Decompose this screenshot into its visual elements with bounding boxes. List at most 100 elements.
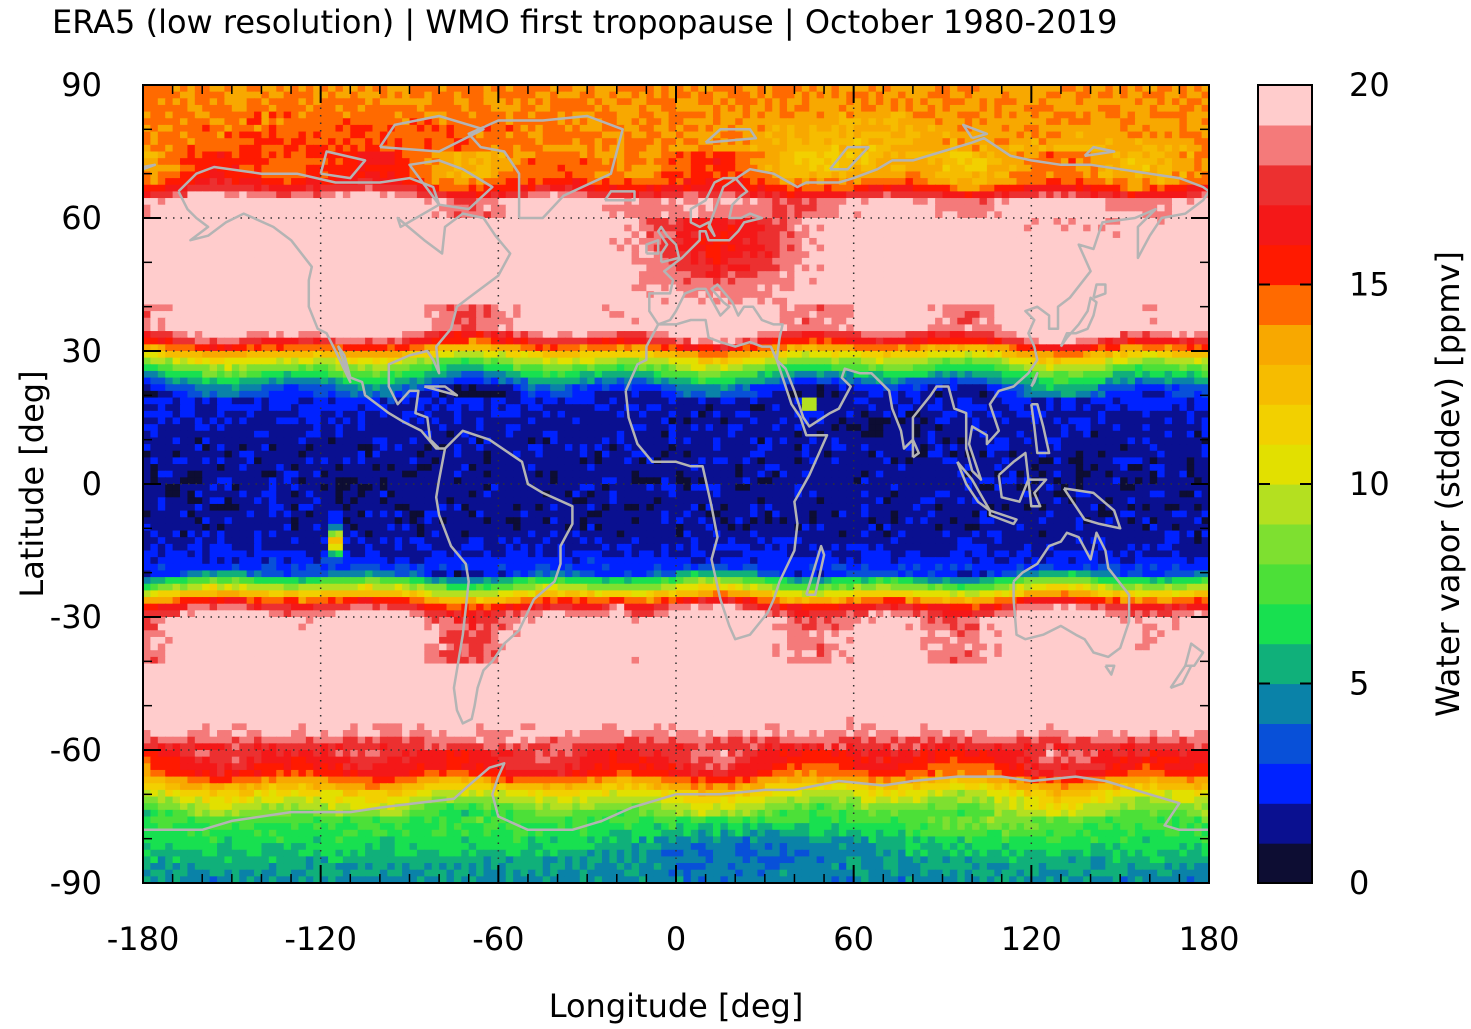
heatmap-cell bbox=[1075, 237, 1084, 246]
heatmap-cell bbox=[846, 118, 855, 126]
heatmap-cell bbox=[402, 277, 411, 286]
heatmap-cell bbox=[439, 98, 448, 106]
heatmap-cell bbox=[505, 257, 514, 266]
heatmap-cell bbox=[1001, 271, 1010, 279]
heatmap-cell bbox=[224, 138, 233, 146]
heatmap-cell bbox=[1201, 118, 1209, 126]
heatmap-cell bbox=[194, 284, 203, 292]
heatmap-cell bbox=[550, 111, 559, 119]
heatmap-cell bbox=[394, 271, 403, 279]
heatmap-cell bbox=[231, 297, 240, 306]
heatmap-cell bbox=[394, 91, 403, 99]
heatmap-cell bbox=[809, 191, 818, 199]
heatmap-cell bbox=[890, 231, 899, 239]
heatmap-cell bbox=[1075, 204, 1084, 213]
heatmap-cell bbox=[180, 144, 189, 153]
heatmap-cell bbox=[868, 231, 877, 239]
heatmap-cell bbox=[513, 297, 522, 306]
heatmap-cell bbox=[342, 304, 351, 312]
heatmap-cell bbox=[994, 111, 1003, 119]
heatmap-cell bbox=[927, 211, 936, 219]
heatmap-cell bbox=[875, 297, 884, 306]
heatmap-cell bbox=[912, 291, 921, 299]
heatmap-cell bbox=[794, 304, 803, 312]
heatmap-cell bbox=[601, 124, 611, 133]
heatmap-cell bbox=[402, 164, 411, 173]
heatmap-cell bbox=[224, 158, 233, 166]
heatmap-cell bbox=[291, 124, 300, 133]
heatmap-cell bbox=[772, 138, 781, 146]
heatmap-cell bbox=[683, 218, 692, 226]
heatmap-cell bbox=[461, 104, 470, 113]
heatmap-cell bbox=[1171, 244, 1181, 252]
heatmap-cell bbox=[624, 104, 633, 113]
heatmap-cell bbox=[1201, 171, 1209, 179]
heatmap-cell bbox=[513, 184, 522, 193]
heatmap-cell bbox=[557, 244, 566, 252]
heatmap-cell bbox=[720, 178, 729, 186]
heatmap-cell bbox=[986, 257, 996, 266]
heatmap-cell bbox=[217, 171, 226, 179]
heatmap-cell bbox=[1112, 251, 1121, 259]
heatmap-cell bbox=[187, 277, 196, 286]
heatmap-cell bbox=[1171, 251, 1181, 259]
heatmap-cell bbox=[424, 237, 433, 246]
heatmap-cell bbox=[246, 184, 255, 193]
heatmap-cell bbox=[550, 264, 559, 272]
heatmap-cell bbox=[979, 158, 988, 166]
heatmap-cell bbox=[557, 158, 566, 166]
heatmap-cell bbox=[342, 257, 351, 266]
heatmap-cell bbox=[513, 244, 522, 252]
heatmap-cell bbox=[1194, 264, 1203, 272]
heatmap-cell bbox=[461, 91, 470, 99]
heatmap-cell bbox=[994, 244, 1003, 252]
heatmap-cell bbox=[357, 231, 366, 239]
heatmap-cell bbox=[646, 131, 655, 139]
heatmap-cell bbox=[705, 251, 714, 259]
heatmap-cell bbox=[653, 211, 662, 219]
heatmap-cell bbox=[801, 158, 810, 166]
heatmap-cell bbox=[1112, 98, 1121, 106]
heatmap-cell bbox=[1068, 211, 1077, 219]
heatmap-cell bbox=[727, 111, 736, 119]
heatmap-cell bbox=[239, 104, 248, 113]
heatmap-cell bbox=[764, 151, 773, 159]
heatmap-cell bbox=[720, 85, 729, 93]
heatmap-cell bbox=[143, 104, 152, 113]
heatmap-cell bbox=[394, 224, 403, 232]
heatmap-cell bbox=[705, 118, 714, 126]
heatmap-cell bbox=[202, 124, 211, 133]
heatmap-cell bbox=[283, 85, 292, 93]
heatmap-cell bbox=[1097, 251, 1107, 259]
heatmap-cell bbox=[846, 251, 855, 259]
heatmap-cell bbox=[831, 211, 840, 219]
heatmap-cell bbox=[513, 144, 522, 153]
heatmap-cell bbox=[1179, 218, 1188, 226]
heatmap-cell bbox=[683, 237, 692, 246]
heatmap-cell bbox=[868, 111, 877, 119]
heatmap-cell bbox=[986, 297, 996, 306]
heatmap-cell bbox=[683, 111, 692, 119]
heatmap-cell bbox=[357, 104, 366, 113]
heatmap-cell bbox=[387, 118, 396, 126]
heatmap-cell bbox=[979, 104, 988, 113]
heatmap-cell bbox=[883, 191, 892, 199]
heatmap-cell bbox=[535, 98, 544, 106]
heatmap-cell bbox=[1001, 251, 1010, 259]
heatmap-cell bbox=[883, 244, 892, 252]
heatmap-cell bbox=[1134, 151, 1144, 159]
heatmap-cell bbox=[143, 85, 152, 93]
heatmap-cell bbox=[439, 284, 448, 292]
heatmap-cell bbox=[527, 131, 537, 139]
heatmap-cell bbox=[942, 244, 951, 252]
heatmap-cell bbox=[1149, 111, 1158, 119]
heatmap-cell bbox=[1105, 271, 1114, 279]
heatmap-cell bbox=[853, 277, 862, 286]
heatmap-cell bbox=[594, 244, 603, 252]
heatmap-cell bbox=[1031, 284, 1040, 292]
heatmap-cell bbox=[476, 144, 485, 153]
heatmap-cell bbox=[624, 184, 633, 193]
heatmap-cell bbox=[446, 311, 455, 319]
heatmap-cell bbox=[424, 164, 433, 173]
heatmap-cell bbox=[542, 198, 551, 206]
